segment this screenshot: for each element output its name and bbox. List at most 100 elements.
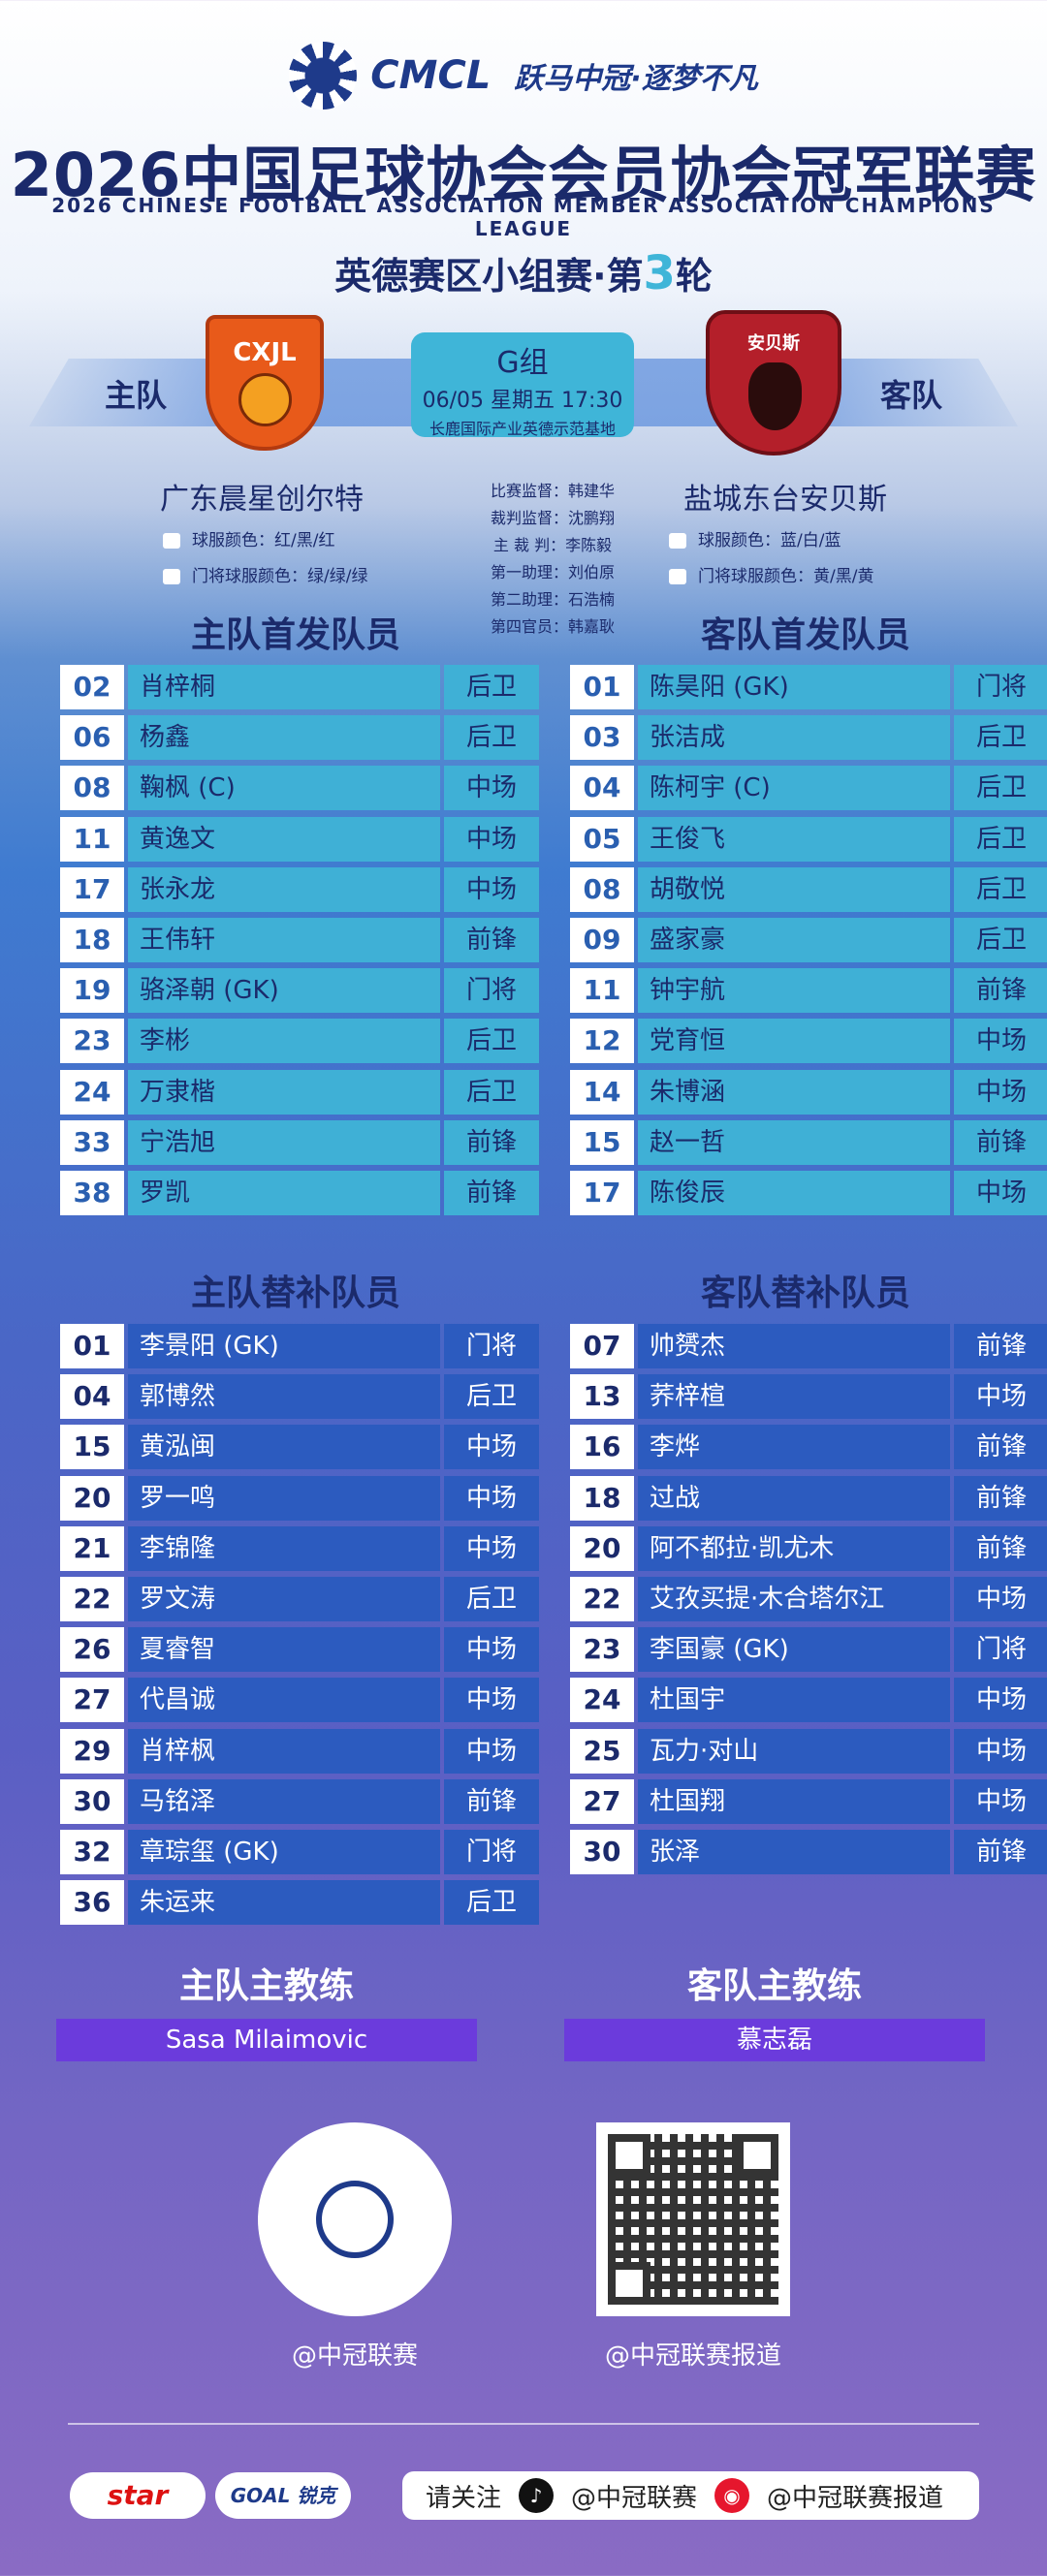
player-number: 30 [60, 1778, 124, 1824]
player-name: 肖梓枫 [128, 1728, 440, 1774]
player-name: 万隶楷 [128, 1069, 440, 1115]
player-position: 中场 [954, 1374, 1047, 1420]
player-name: 陈柯宇 (C) [638, 766, 950, 811]
home-label: 主队 [105, 377, 168, 414]
group-label: G组 [496, 346, 549, 380]
player-number: 09 [570, 918, 634, 962]
official: 第一助理：刘伯原 [490, 563, 615, 581]
match-venue: 长鹿国际产业英德示范基地 [428, 420, 616, 438]
player-name: 张洁成 [638, 715, 950, 761]
player-name: 阿不都拉·凯尤木 [638, 1525, 950, 1571]
player-number: 15 [570, 1119, 634, 1165]
player-name: 陈俊辰 [638, 1171, 950, 1215]
qr-corner [608, 2262, 650, 2305]
player-position: 后卫 [444, 715, 539, 761]
player-number: 25 [570, 1728, 634, 1774]
tiger-icon [238, 373, 292, 426]
slogan: 跃马中冠·逐梦不凡 [514, 62, 758, 96]
home-coach-name: Sasa Milaimovic [56, 2019, 477, 2061]
follow-weibo[interactable]: @中冠联赛报道 [767, 2483, 944, 2513]
logo-text: CMCL [370, 53, 492, 98]
player-number: 08 [570, 866, 634, 912]
player-number: 04 [60, 1374, 124, 1420]
player-number: 36 [60, 1880, 124, 1926]
player-number: 11 [60, 816, 124, 862]
player-position: 后卫 [954, 766, 1047, 811]
player-name: 荞梓楦 [638, 1374, 950, 1420]
glove-icon [163, 569, 180, 584]
player-number: 17 [570, 1171, 634, 1215]
official: 主 裁 判：李陈毅 [492, 536, 613, 554]
away-label: 客队 [880, 377, 943, 414]
away-team-name: 盐城东台安贝斯 [683, 483, 887, 517]
player-position: 中场 [444, 1475, 539, 1521]
player-name: 代昌诚 [128, 1678, 440, 1723]
player-name: 瓦力·对山 [638, 1728, 950, 1774]
player-number: 03 [570, 715, 634, 761]
round-number: 3 [643, 246, 676, 300]
home-coach-title: 主队主教练 [178, 1966, 354, 2006]
away-starters-title: 客队首发队员 [700, 615, 910, 655]
official: 第二助理：石浩楠 [490, 590, 615, 609]
player-position: 后卫 [954, 816, 1047, 862]
player-name: 赵一哲 [638, 1119, 950, 1165]
player-position: 后卫 [444, 1880, 539, 1926]
home-team-badge: CXJL [206, 315, 324, 451]
player-name: 钟宇航 [638, 968, 950, 1014]
player-number: 24 [60, 1069, 124, 1115]
player-position: 中场 [444, 766, 539, 811]
match-info-box: G组 06/05 星期五 17:30 长鹿国际产业英德示范基地 [411, 332, 634, 438]
douyin-qr-code[interactable] [258, 2122, 452, 2316]
away-gk-kit: 门将球服颜色：黄/黑/黄 [669, 562, 873, 586]
player-number: 15 [60, 1425, 124, 1470]
player-position: 中场 [444, 1678, 539, 1723]
player-number: 23 [570, 1627, 634, 1673]
player-name: 黄逸文 [128, 816, 440, 862]
player-position: 中场 [954, 1069, 1047, 1115]
follow-douyin[interactable]: @中冠联赛 [571, 2483, 698, 2513]
cmcl-logo-icon [316, 2181, 394, 2258]
officials-list: 比赛监督：韩建华 裁判监督：沈鹏翔 主 裁 判：李陈毅 第一助理：刘伯原 第二助… [456, 478, 650, 641]
official: 第四官员：韩嘉耿 [490, 617, 615, 636]
brand-goal-logo: GOAL 锐克 [215, 2472, 351, 2519]
round-title: 英德赛区小组赛·第3轮 [0, 246, 1047, 300]
qr-pattern [608, 2134, 778, 2305]
player-name: 王俊飞 [638, 816, 950, 862]
player-position: 前锋 [444, 1119, 539, 1165]
player-name: 胡敬悦 [638, 866, 950, 912]
player-name: 马铭泽 [128, 1778, 440, 1824]
player-name: 宁浩旭 [128, 1119, 440, 1165]
player-number: 18 [570, 1475, 634, 1521]
away-gk-kit-text: 门将球服颜色：黄/黑/黄 [698, 567, 874, 586]
player-number: 32 [60, 1830, 124, 1874]
player-position: 后卫 [444, 1577, 539, 1621]
player-number: 06 [60, 715, 124, 761]
home-kit-text: 球服颜色：红/黑/红 [192, 531, 335, 550]
player-position: 前锋 [954, 1525, 1047, 1571]
player-name: 郭博然 [128, 1374, 440, 1420]
player-number: 17 [60, 866, 124, 912]
player-name: 鞠枫 (C) [128, 766, 440, 811]
player-number: 23 [60, 1019, 124, 1064]
follow-label: 请关注 [426, 2483, 502, 2513]
player-position: 后卫 [444, 1374, 539, 1420]
brand-star-logo: star [70, 2472, 206, 2519]
douyin-icon: ♪ [519, 2478, 555, 2513]
weibo-qr-code[interactable] [596, 2122, 790, 2316]
player-position: 中场 [444, 816, 539, 862]
player-name: 夏睿智 [128, 1627, 440, 1673]
away-team-badge: 安贝斯 [706, 310, 841, 456]
home-team-name: 广东晨星创尔特 [160, 483, 364, 517]
player-number: 22 [570, 1577, 634, 1621]
player-position: 中场 [444, 1627, 539, 1673]
player-position: 后卫 [954, 715, 1047, 761]
player-position: 前锋 [444, 1171, 539, 1215]
player-position: 前锋 [954, 1119, 1047, 1165]
player-position: 前锋 [954, 1425, 1047, 1470]
player-number: 04 [570, 766, 634, 811]
glove-icon [669, 569, 686, 584]
home-gk-kit-text: 门将球服颜色：绿/绿/绿 [192, 567, 368, 586]
player-name: 罗凯 [128, 1171, 440, 1215]
player-name: 王伟轩 [128, 918, 440, 962]
footer-divider [68, 2423, 979, 2425]
